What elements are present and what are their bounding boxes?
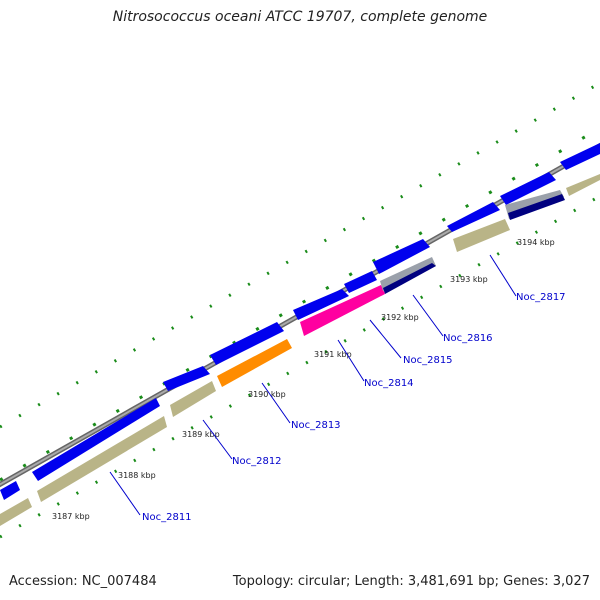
reverse-cds[interactable]: [170, 381, 216, 417]
forward-cds[interactable]: [163, 366, 210, 391]
reverse-cds-highlight[interactable]: [217, 339, 292, 387]
gene-label-noc-2814[interactable]: Noc_2814: [364, 378, 414, 389]
kbp-label: 3187 kbp: [52, 512, 90, 521]
gene-label-noc-2812[interactable]: Noc_2812: [232, 456, 282, 467]
kbp-label: 3188 kbp: [118, 471, 156, 480]
inner-tick-row: [0, 194, 600, 539]
genome-stats-text: Topology: circular; Length: 3,481,691 bp…: [232, 574, 590, 589]
reverse-cds-highlight[interactable]: [508, 194, 565, 220]
forward-cds[interactable]: [560, 143, 600, 170]
reverse-cds[interactable]: [0, 498, 32, 526]
kbp-label: 3189 kbp: [182, 430, 220, 439]
gene-label-noc-2813[interactable]: Noc_2813: [291, 420, 341, 431]
forward-cds[interactable]: [293, 289, 349, 320]
gene-label-noc-2817[interactable]: Noc_2817: [516, 292, 566, 303]
gene-label-connectors: [109, 254, 517, 516]
kbp-label: 3191 kbp: [314, 350, 352, 359]
kbp-label: 3192 kbp: [381, 313, 419, 322]
accession-text: Accession: NC_007484: [9, 574, 157, 589]
gene-label-noc-2811[interactable]: Noc_2811: [142, 512, 192, 523]
outer-tick-row: [0, 81, 600, 429]
reverse-cds-highlight[interactable]: [300, 285, 385, 336]
forward-cds[interactable]: [0, 481, 20, 500]
map-title: Nitrosococcus oceani ATCC 19707, complet…: [112, 9, 488, 25]
gene-label-noc-2816[interactable]: Noc_2816: [443, 333, 493, 344]
kbp-label: 3194 kbp: [517, 238, 555, 247]
forward-cds[interactable]: [344, 271, 377, 293]
reverse-cds[interactable]: [566, 174, 600, 196]
reverse-cds-highlight[interactable]: [383, 263, 436, 294]
forward-strand-features: [0, 143, 600, 500]
reverse-cds[interactable]: [37, 416, 167, 502]
forward-cds[interactable]: [373, 239, 430, 274]
kbp-label: 3190 kbp: [248, 390, 286, 399]
reverse-strand-features: [0, 174, 600, 526]
reverse-cds[interactable]: [453, 219, 510, 252]
kbp-label: 3193 kbp: [450, 275, 488, 284]
forward-cds[interactable]: [447, 202, 500, 232]
gene-labels: Noc_2811 Noc_2812 Noc_2813 Noc_2814 Noc_…: [142, 292, 566, 523]
forward-cds[interactable]: [500, 172, 556, 205]
forward-cds[interactable]: [210, 322, 284, 365]
forward-cds[interactable]: [32, 398, 160, 481]
gene-label-noc-2815[interactable]: Noc_2815: [403, 355, 453, 366]
kbp-labels: 3187 kbp 3188 kbp 3189 kbp 3190 kbp 3191…: [52, 238, 555, 521]
